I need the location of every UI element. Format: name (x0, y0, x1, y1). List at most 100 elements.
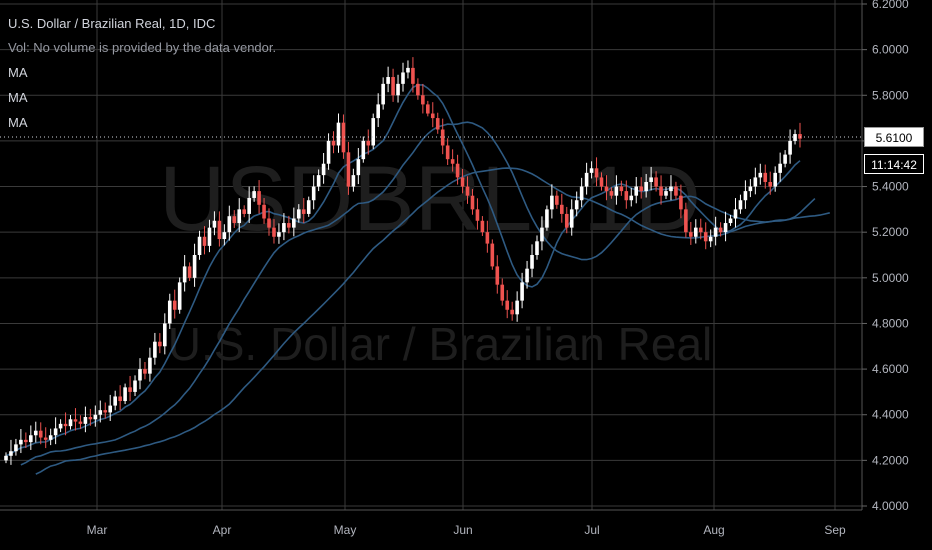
candle-body (217, 220, 222, 240)
candle-body (376, 104, 380, 119)
candle-body (589, 168, 594, 173)
candle-body (311, 186, 316, 201)
time-tick-label: May (334, 523, 357, 537)
candle-body (450, 159, 455, 164)
candle-body (128, 387, 132, 392)
candle-body (679, 195, 683, 210)
candle-body (426, 104, 430, 114)
countdown-badge: 11:14:42 (864, 154, 924, 174)
price-tick-label: 4.6000 (872, 362, 909, 376)
price-axis[interactable]: 6.20006.00005.80005.60005.40005.20005.00… (862, 0, 909, 513)
candle-body (689, 232, 693, 237)
legend-ma-3[interactable]: MA (8, 115, 28, 130)
ma-line-1 (5, 84, 801, 457)
candle-body (713, 227, 718, 237)
legend-title[interactable]: U.S. Dollar / Brazilian Real, 1D, IDC (8, 16, 216, 31)
candle-body (550, 195, 554, 210)
candle-body (664, 191, 668, 196)
candle-body (733, 209, 738, 219)
candle-body (14, 444, 18, 452)
candle-body (19, 439, 23, 445)
candle-body (148, 357, 152, 374)
candle-body (9, 451, 13, 456)
candle-body (356, 159, 361, 176)
candle-body (381, 83, 385, 105)
candle-body (53, 428, 58, 436)
candle-body (292, 218, 296, 228)
time-tick-label: Jul (584, 523, 599, 537)
candle-body (187, 266, 192, 278)
candle-body (113, 396, 117, 406)
candle-body (306, 200, 311, 214)
price-tick-label: 4.4000 (872, 408, 909, 422)
candle-body (133, 380, 137, 392)
candle-body (445, 145, 450, 160)
price-tick-label: 5.2000 (872, 225, 909, 239)
candle-body (98, 410, 103, 415)
candle-body (167, 300, 172, 324)
candle-body (257, 191, 261, 205)
candle-body (177, 282, 182, 310)
candle-body (88, 417, 93, 420)
candle-body (525, 268, 529, 283)
candle-body (93, 414, 98, 420)
candle-body (331, 140, 336, 146)
candle-body (560, 204, 564, 214)
legend-ma-1[interactable]: MA (8, 65, 28, 80)
candle-body (495, 266, 500, 285)
candle-body (728, 218, 733, 224)
candle-body (649, 177, 653, 182)
candle-body (351, 175, 356, 187)
candle-body (411, 67, 415, 84)
grid-lines (0, 0, 862, 510)
candle-body (743, 191, 748, 201)
candle-body (510, 309, 514, 315)
candle-body (182, 266, 187, 283)
candle-body (4, 455, 8, 461)
time-tick-label: Mar (87, 523, 108, 537)
candle-body (143, 369, 147, 374)
ma-line-3 (35, 167, 830, 475)
candle-body (634, 186, 639, 196)
candle-body (564, 213, 569, 228)
price-tick-label: 6.2000 (872, 0, 909, 11)
candle-body (475, 209, 480, 221)
candle-body (153, 341, 157, 358)
candle-body (83, 417, 88, 424)
candle-body (277, 232, 281, 237)
candle-body (674, 186, 678, 196)
candle-body (579, 186, 584, 201)
candle-body (138, 369, 142, 381)
candle-body (569, 209, 574, 228)
candle-body (192, 255, 197, 278)
candle-body (599, 177, 604, 187)
candle-body (401, 72, 405, 84)
time-axis[interactable]: Mar Apr May Jun Jul Aug Sep (0, 509, 862, 537)
candle-body (594, 168, 599, 178)
candlesticks (4, 57, 802, 465)
price-tick-label: 4.0000 (872, 499, 909, 513)
candle-body (500, 284, 505, 301)
candle-body (748, 186, 753, 192)
candle-body (798, 134, 802, 139)
candle-body (793, 134, 797, 141)
candle-body (480, 220, 485, 233)
legend-ma-2[interactable]: MA (8, 90, 28, 105)
candle-body (753, 177, 758, 187)
candle-body (336, 122, 341, 146)
candle-body (68, 419, 73, 427)
candle-body (470, 195, 475, 210)
candle-body (386, 77, 390, 84)
price-tick-label: 6.0000 (872, 43, 909, 57)
candle-body (38, 430, 43, 438)
candle-body (574, 200, 579, 210)
price-tick-label: 4.8000 (872, 316, 909, 330)
time-tick-label: Jun (453, 523, 472, 537)
candle-body (222, 232, 227, 240)
candle-body (435, 118, 440, 130)
candle-body (788, 140, 792, 155)
candle-body (619, 186, 624, 192)
candle-body (584, 172, 589, 187)
candle-body (629, 195, 634, 201)
